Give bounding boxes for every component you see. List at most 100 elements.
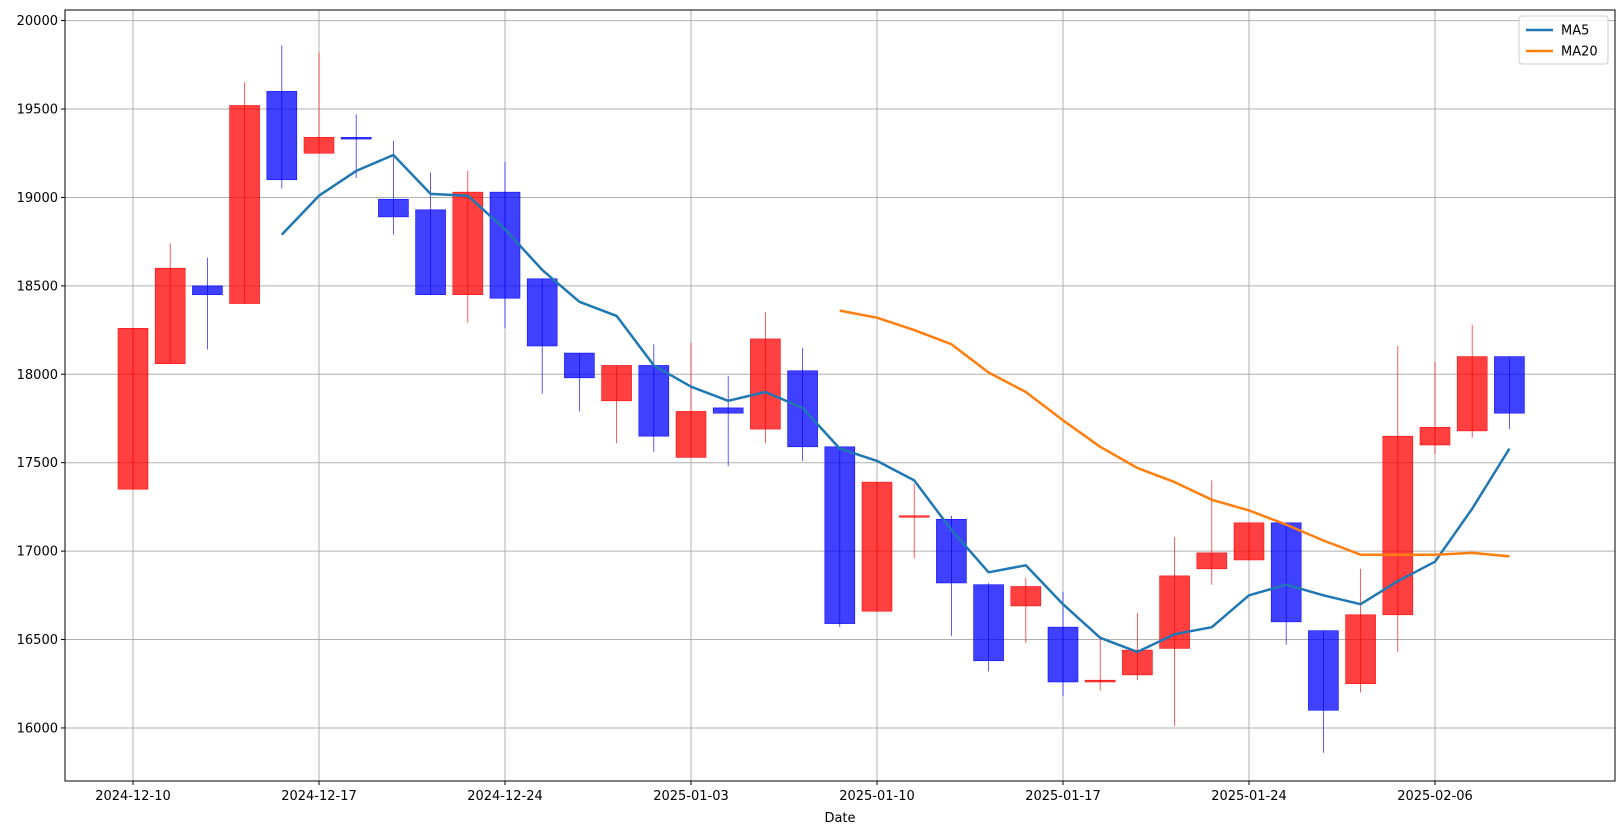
candle — [1456, 324, 1488, 438]
candle-body — [303, 137, 335, 154]
candle-body — [564, 352, 595, 379]
candle — [1196, 480, 1228, 585]
candle — [266, 45, 298, 189]
x-tick-label: 2025-01-03 — [653, 789, 729, 804]
candle-body — [452, 191, 484, 296]
candle — [1494, 356, 1525, 430]
candle-body — [1419, 427, 1451, 446]
candle — [1084, 637, 1116, 691]
candle-body — [601, 365, 632, 402]
x-tick-label: 2024-12-24 — [467, 789, 543, 804]
candle — [117, 328, 149, 490]
candle-body — [750, 338, 781, 430]
candle-body — [117, 328, 149, 490]
candle — [1270, 522, 1302, 645]
candle — [489, 162, 521, 329]
candle — [1308, 630, 1339, 753]
candle-body — [1159, 575, 1190, 649]
series-line-ma5 — [280, 153, 1511, 654]
candle — [526, 278, 558, 394]
candle-body — [861, 481, 893, 612]
candle — [1345, 568, 1376, 693]
candle — [936, 515, 967, 636]
y-tick-label: 18000 — [17, 368, 58, 383]
candle — [229, 82, 260, 304]
candle-body — [1456, 356, 1488, 432]
candle — [973, 582, 1004, 672]
candle-body — [638, 365, 670, 437]
candle-body — [898, 515, 930, 518]
candle — [787, 347, 818, 461]
x-tick-label: 2025-01-17 — [1025, 789, 1101, 804]
candle — [1047, 591, 1079, 697]
series-line-ma20 — [839, 309, 1510, 558]
candle-body — [229, 105, 260, 304]
candles — [117, 45, 1525, 753]
candle — [750, 312, 781, 444]
candle — [1122, 613, 1153, 681]
legend-label: MA5 — [1561, 24, 1589, 39]
candle — [601, 365, 632, 444]
candle-body — [266, 91, 298, 181]
candle — [675, 342, 707, 458]
x-tick-label: 2024-12-10 — [95, 789, 171, 804]
candle-body — [1047, 626, 1079, 683]
candle-body — [378, 198, 409, 218]
axes: 16000 16500 17000 17500 18000 18500 19000 19500… — [17, 14, 1473, 804]
candle — [378, 140, 409, 235]
plot-frame — [64, 9, 1616, 782]
x-tick-label: 2025-01-10 — [839, 789, 915, 804]
candle-body — [1270, 522, 1302, 623]
candle — [1382, 345, 1414, 652]
candle-body — [1010, 586, 1042, 607]
candle-body — [973, 584, 1004, 662]
candle — [415, 172, 446, 296]
x-tick-label: 2025-01-24 — [1211, 789, 1287, 804]
candle-body — [936, 518, 967, 584]
candle-body — [1308, 630, 1339, 711]
candle — [154, 243, 186, 364]
candle-body — [526, 278, 558, 347]
y-tick-label: 17000 — [17, 545, 58, 560]
y-tick-label: 19000 — [17, 191, 58, 206]
candle — [898, 483, 930, 559]
candle — [303, 52, 335, 154]
x-tick-label: 2025-02-06 — [1397, 789, 1473, 804]
candle-body — [1122, 649, 1153, 676]
y-tick-label: 16500 — [17, 633, 58, 648]
y-tick-label: 19500 — [17, 103, 58, 118]
y-tick-label: 16000 — [17, 721, 58, 736]
candle-body — [154, 267, 186, 364]
legend-label: MA20 — [1561, 45, 1598, 60]
candle — [564, 352, 595, 412]
candle-body — [787, 370, 818, 448]
candle — [712, 376, 744, 467]
candle-body — [675, 411, 707, 458]
y-tick-label: 18500 — [17, 279, 58, 294]
candle — [861, 481, 893, 612]
candle — [824, 446, 856, 628]
candle-body — [1196, 552, 1228, 570]
candle-body — [1233, 522, 1265, 561]
candle-body — [712, 407, 744, 414]
candle-body — [340, 137, 372, 140]
y-tick-label: 20000 — [17, 14, 58, 29]
candle — [638, 344, 670, 453]
candle-body — [824, 446, 856, 624]
x-tick-label: 2024-12-17 — [281, 789, 357, 804]
candle — [1419, 361, 1451, 454]
candle — [192, 257, 223, 350]
candle-body — [192, 285, 223, 296]
candle-body — [1494, 356, 1525, 414]
candle-body — [1345, 614, 1376, 685]
candle — [1233, 522, 1265, 561]
candle — [340, 114, 372, 178]
legend: MA5 MA20 — [1518, 15, 1609, 65]
candle-body — [1084, 679, 1116, 683]
candle-body — [415, 209, 446, 296]
moving-average-lines — [280, 153, 1511, 654]
candle — [1010, 577, 1042, 644]
candle-body — [1382, 435, 1414, 616]
candle-body — [489, 191, 521, 299]
